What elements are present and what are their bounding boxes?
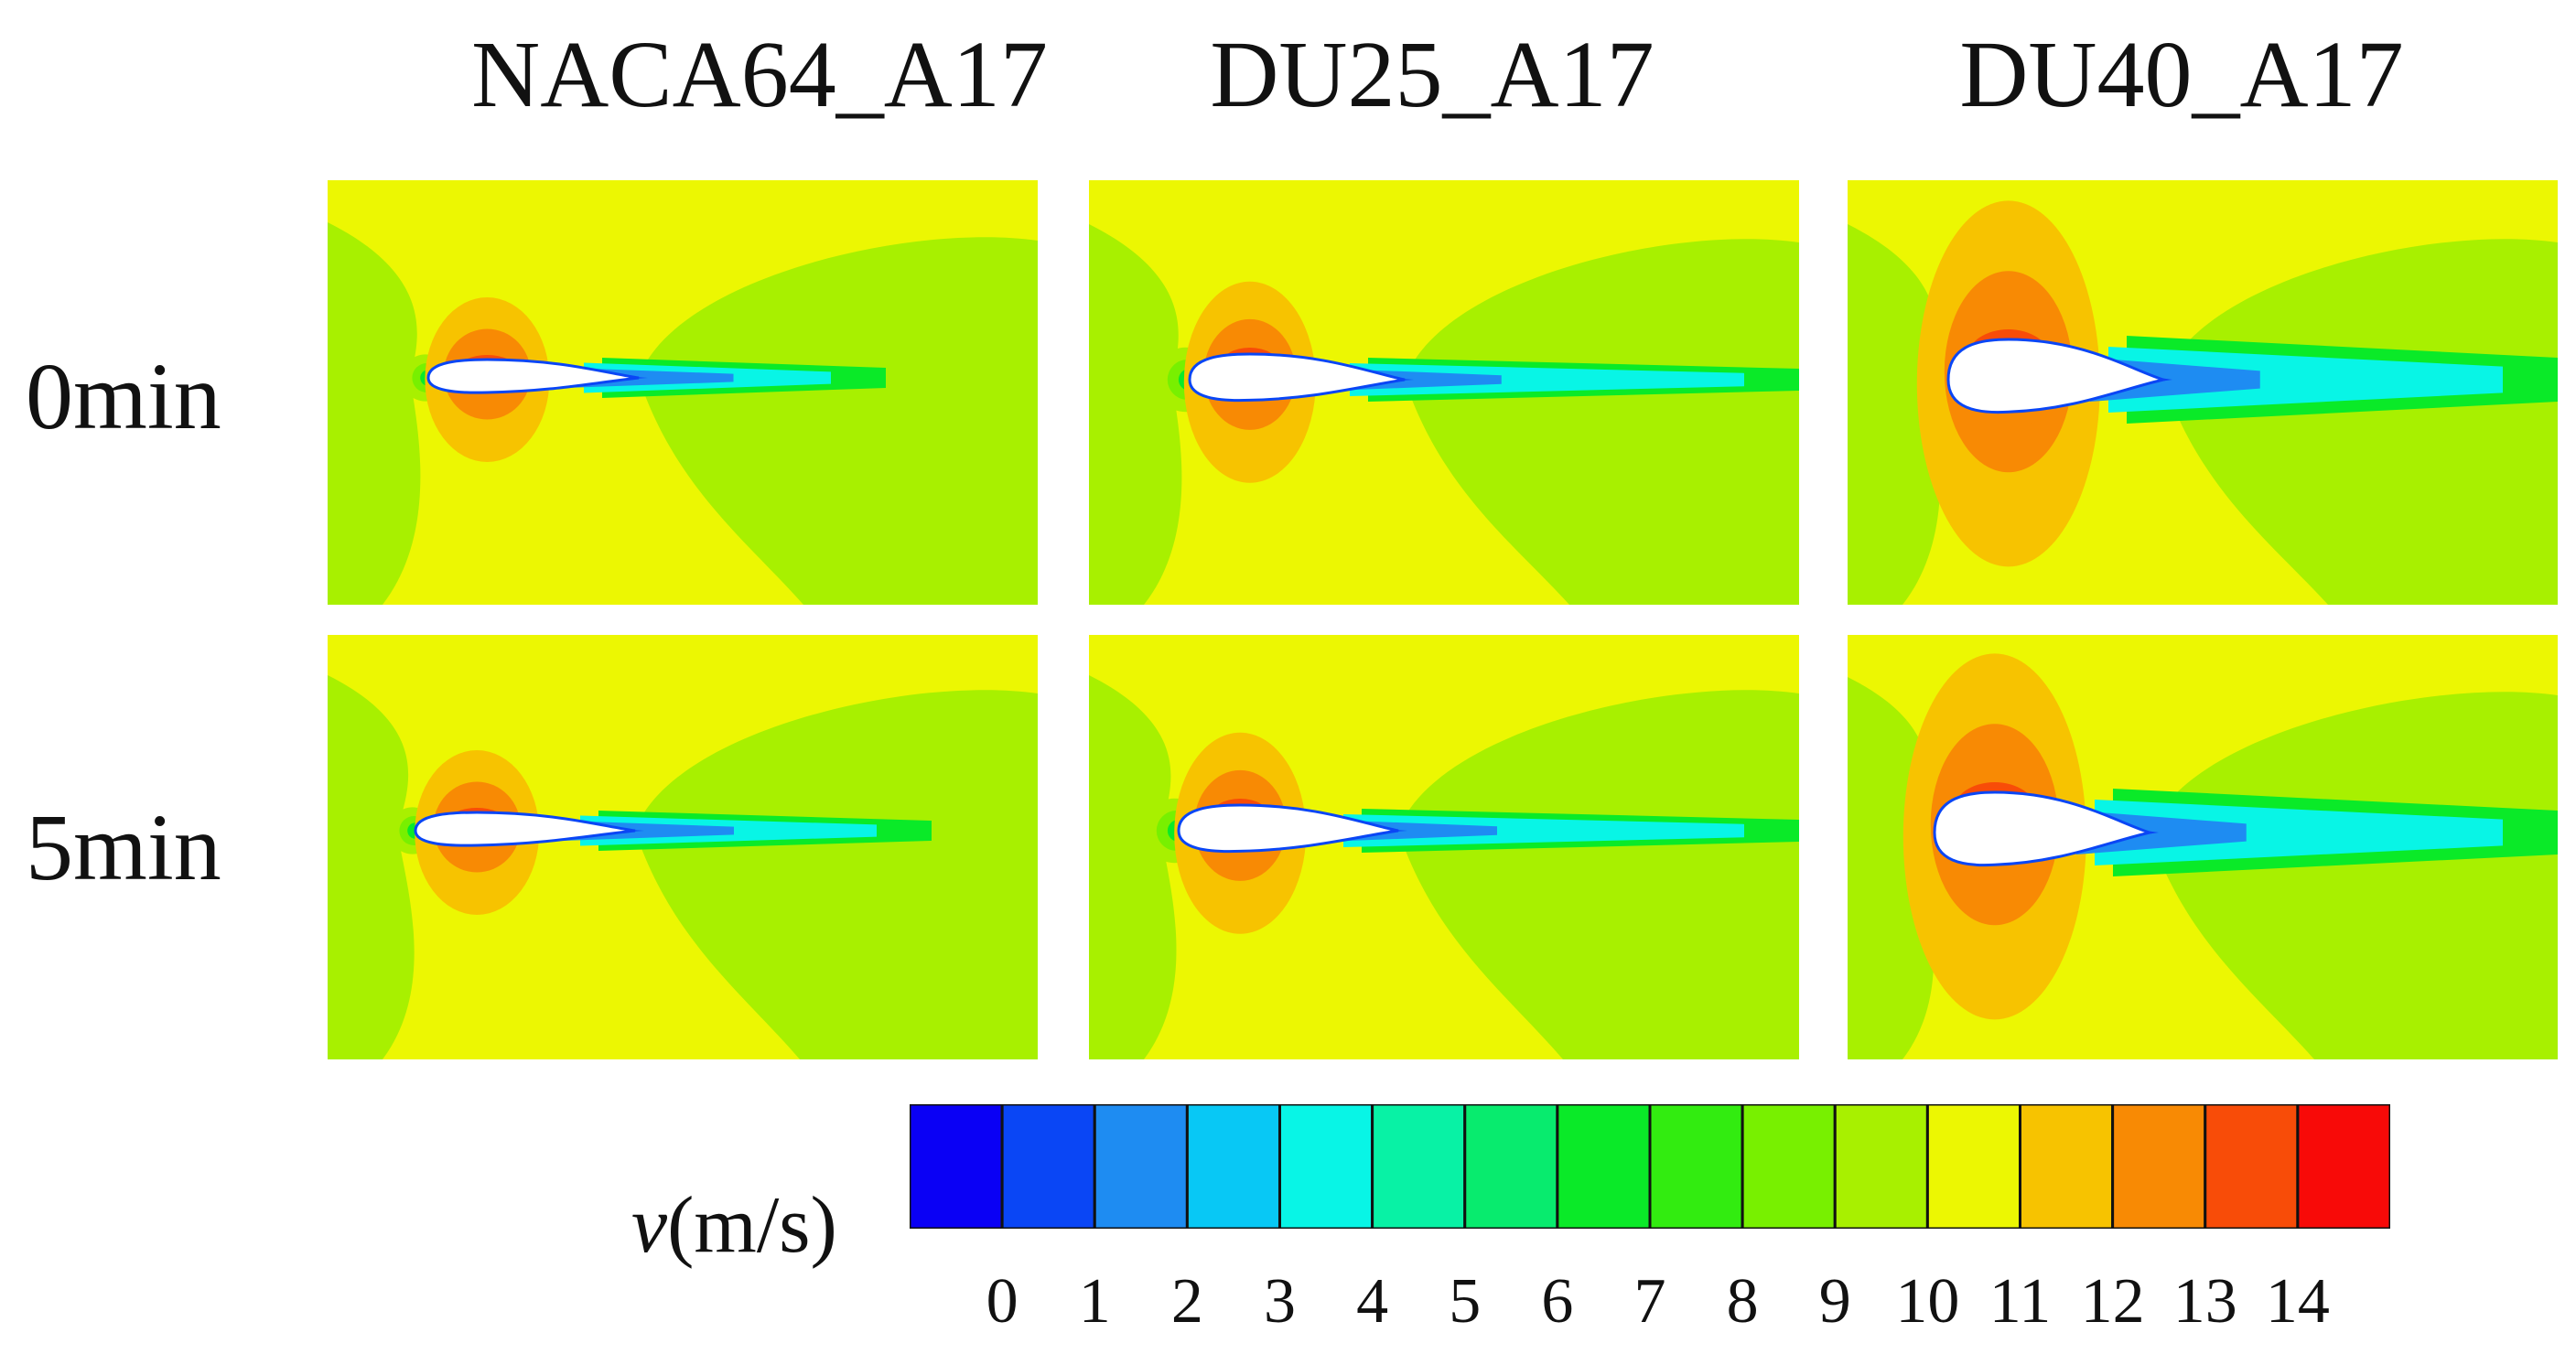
row-label-5min: 5min xyxy=(26,795,221,900)
colorbar-variable: v xyxy=(631,1181,668,1270)
row-label-0min: 0min xyxy=(26,344,221,449)
column-title-naca64: NACA64_A17 xyxy=(471,22,1048,127)
colorbar-tick: 4 xyxy=(1356,1266,1389,1337)
contour-naca64-5min xyxy=(328,635,1038,1059)
colorbar-tick: 7 xyxy=(1633,1266,1666,1337)
colorbar-swatch-6 xyxy=(1463,1104,1559,1229)
colorbar-swatch-9 xyxy=(1741,1104,1837,1229)
colorbar-tick: 8 xyxy=(1726,1266,1759,1337)
colorbar-tick: 13 xyxy=(2172,1266,2237,1337)
colorbar-swatch-11 xyxy=(1925,1104,2021,1229)
colorbar-swatch-10 xyxy=(1833,1104,1929,1229)
colorbar-swatch-5 xyxy=(1371,1104,1467,1229)
contour-du40-5min xyxy=(1848,635,2558,1059)
colorbar-swatch-7 xyxy=(1556,1104,1652,1229)
colorbar-tick: 5 xyxy=(1449,1266,1482,1337)
colorbar-swatch-13 xyxy=(2111,1104,2207,1229)
colorbar-tick: 2 xyxy=(1170,1266,1203,1337)
column-title-du40: DU40_A17 xyxy=(1959,22,2404,127)
colorbar-tick: 14 xyxy=(2265,1266,2330,1337)
colorbar-tick: 11 xyxy=(1989,1266,2052,1337)
colorbar-ticks: 0 1 2 3 4 5 6 7 8 9 10 11 12 13 14 xyxy=(910,1270,2390,1343)
contour-du25-0min xyxy=(1089,180,1799,605)
colorbar-swatch-8 xyxy=(1648,1104,1744,1229)
contour-naca64-0min xyxy=(328,180,1038,605)
colorbar-tick: 3 xyxy=(1264,1266,1296,1337)
colorbar-tick: 9 xyxy=(1818,1266,1851,1337)
colorbar-swatch-2 xyxy=(1093,1104,1189,1229)
colorbar-swatch-0 xyxy=(910,1104,1004,1229)
colorbar-label: v(m/s) xyxy=(631,1186,837,1266)
colorbar-tick: 10 xyxy=(1895,1266,1960,1337)
colorbar-unit: (m/s) xyxy=(667,1181,837,1270)
colorbar-tick: 0 xyxy=(986,1266,1019,1337)
colorbar xyxy=(910,1104,2390,1229)
colorbar-tick: 1 xyxy=(1078,1266,1111,1337)
colorbar-swatch-14 xyxy=(2204,1104,2300,1229)
colorbar-swatch-3 xyxy=(1185,1104,1281,1229)
colorbar-swatch-4 xyxy=(1278,1104,1374,1229)
colorbar-tick: 6 xyxy=(1541,1266,1574,1337)
colorbar-tick: 12 xyxy=(2080,1266,2145,1337)
column-title-du25: DU25_A17 xyxy=(1210,22,1654,127)
colorbar-swatch-1 xyxy=(1000,1104,1096,1229)
contour-du40-0min xyxy=(1848,180,2558,605)
colorbar-swatch-15 xyxy=(2296,1104,2390,1229)
contour-du25-5min xyxy=(1089,635,1799,1059)
colorbar-swatch-12 xyxy=(2019,1104,2115,1229)
